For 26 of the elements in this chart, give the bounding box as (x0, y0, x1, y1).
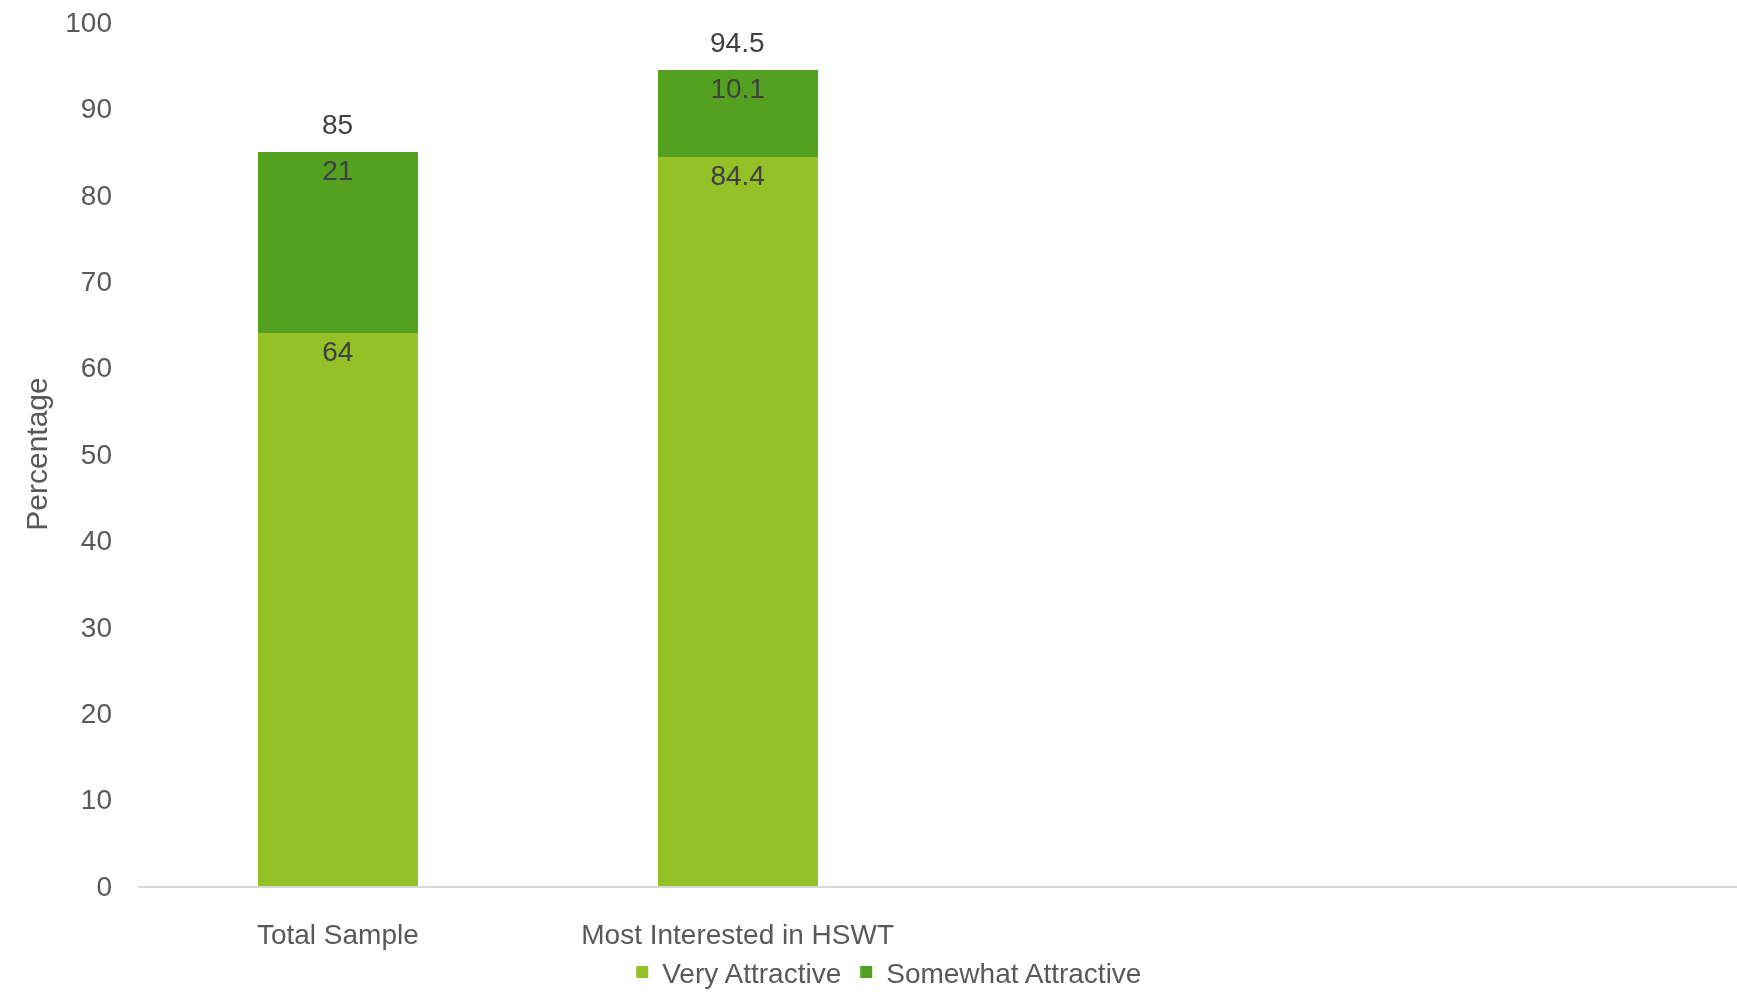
y-tick-label: 90 (80, 93, 112, 125)
y-tick-label: 50 (80, 438, 112, 470)
bar (657, 69, 818, 157)
x-tick-label: Total Sample (256, 918, 419, 950)
data-label: 84.4 (710, 159, 765, 191)
bar (257, 333, 418, 886)
y-tick-label: 30 (80, 611, 112, 643)
y-tick-label: 60 (80, 352, 112, 384)
data-label: 64 (322, 336, 354, 368)
y-tick-label: 100 (65, 6, 112, 38)
legend-label: Very Attractive (662, 958, 842, 990)
bar (657, 156, 818, 886)
data-label: 21 (322, 154, 354, 186)
total-label: 85 (322, 109, 354, 140)
legend-label: Somewhat Attractive (886, 958, 1142, 990)
y-axis-title: Percentage (20, 377, 54, 531)
y-tick-label: 40 (80, 525, 112, 557)
bar (257, 151, 418, 334)
y-tick-label: 70 (80, 266, 112, 297)
x-tick-label: Most Interested in HSWT (581, 918, 895, 950)
y-tick-label: 20 (80, 698, 112, 729)
y-tick-label: 0 (96, 870, 112, 902)
data-label: 10.1 (710, 72, 765, 104)
y-tick-label: 80 (80, 179, 112, 211)
total-label: 94.5 (710, 27, 765, 58)
y-tick-label: 10 (80, 784, 112, 816)
